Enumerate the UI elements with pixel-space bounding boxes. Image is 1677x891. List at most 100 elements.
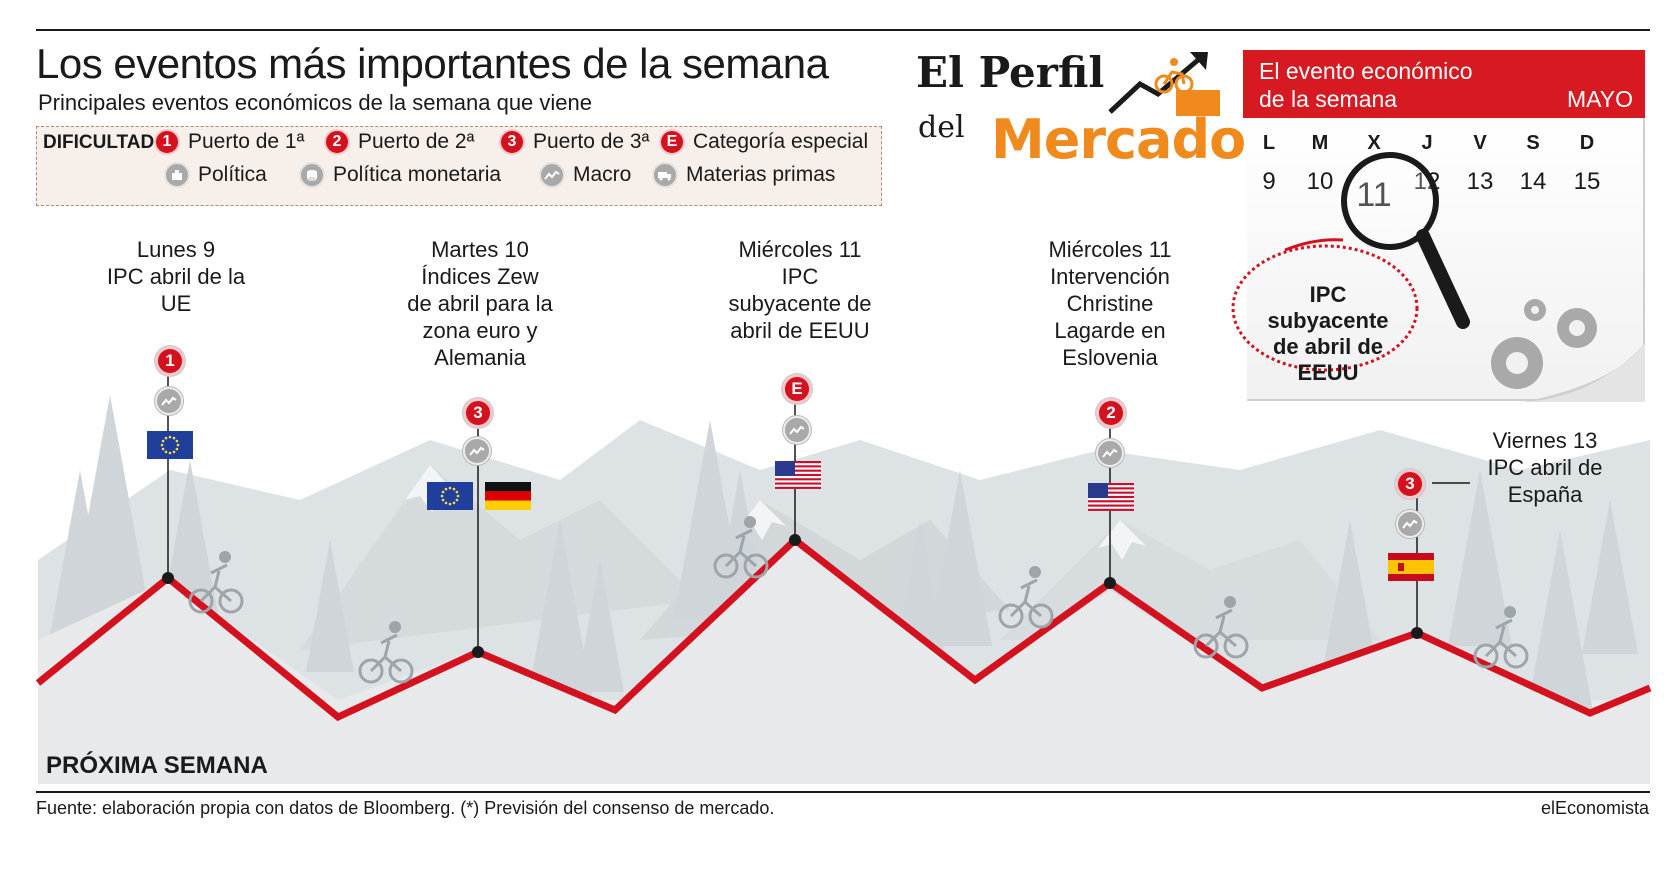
- badge-3-icon: 3: [499, 129, 525, 155]
- weekday-label: D: [1579, 132, 1595, 154]
- eu-star: [164, 436, 168, 440]
- event-label-line: Viernes 13: [1492, 428, 1598, 453]
- peak-dot: [472, 646, 484, 658]
- legend-label: Puerto de 1ª: [188, 130, 305, 153]
- weekday-label: M: [1311, 132, 1329, 154]
- source-note: Fuente: elaboración propia con datos de …: [36, 798, 775, 818]
- legend-item-puerto-1: 1 Puerto de 1ª: [154, 129, 304, 155]
- rider-head: [1029, 566, 1041, 578]
- event-label-line: Martes 10: [431, 237, 529, 262]
- section-label: PRÓXIMA SEMANA: [46, 752, 268, 779]
- event-label-martes: Martes 10 Índices Zew de abril para la zona…: [395, 236, 565, 371]
- mountain-backdrop: [38, 395, 1650, 784]
- event-label-line: España: [1507, 482, 1583, 507]
- event-label-line: Intervención: [1050, 264, 1170, 289]
- legend-item-macro: Macro: [539, 162, 631, 188]
- pine-tree: [1524, 530, 1596, 728]
- pine-tree: [48, 470, 112, 646]
- calendar-header-line-2: de la semana: [1259, 86, 1398, 112]
- event-label-line: subyacente de: [728, 291, 872, 316]
- event-label-line: IPC abril de: [1487, 455, 1603, 480]
- us-stripe: [775, 461, 821, 464]
- us-stripe: [1088, 491, 1134, 494]
- usa-flag-icon: [775, 461, 821, 489]
- bike-frame: [1204, 608, 1237, 648]
- spain-flag-icon: [1388, 553, 1434, 581]
- event-label-line: Alemania: [434, 345, 526, 370]
- event-label-line: UE: [160, 291, 192, 316]
- cyclist-icon: [188, 551, 244, 614]
- bike-wheel: [1028, 603, 1054, 629]
- us-stripe: [1088, 500, 1134, 503]
- calendar-header-line-1: El evento económico: [1259, 58, 1473, 84]
- legend-item-politica: Política: [164, 162, 267, 188]
- brand-name: elEconomista: [1540, 798, 1649, 818]
- eu-star: [160, 443, 164, 447]
- pine-tree: [576, 560, 624, 692]
- macro-icon: [1096, 439, 1124, 467]
- legend-item-puerto-3: 3 Puerto de 3ª: [499, 129, 649, 155]
- eu-flag-icon: [147, 431, 193, 459]
- legend-item-politica-monetaria: Política monetaria: [299, 162, 501, 188]
- pine-tree: [1582, 500, 1638, 654]
- weekday-label: X: [1367, 132, 1381, 154]
- logo-line-1: El Perfil: [916, 48, 1105, 97]
- gears-icon: [1491, 299, 1597, 389]
- difficulty-badge: 3: [1395, 469, 1425, 499]
- event-label-line: Miércoles 11: [1048, 237, 1172, 262]
- weekday-label: S: [1526, 132, 1540, 154]
- legend-label: Puerto de 3ª: [533, 130, 650, 153]
- legend-item-categoria-especial: E Categoría especial: [659, 129, 868, 155]
- cyclist-silhouettes: [188, 516, 1529, 684]
- difficulty-badge: 3: [463, 398, 493, 428]
- calendar-date: 13: [1466, 168, 1494, 195]
- difficulty-badge: 2: [1096, 398, 1126, 428]
- rider-head: [744, 516, 756, 528]
- pine-tree: [528, 520, 592, 696]
- highlight-circle-icon: [1231, 238, 1419, 372]
- commodities-icon: [652, 162, 678, 188]
- eu-star: [456, 494, 460, 498]
- cyclist-icon: [358, 621, 414, 684]
- eu-star: [168, 435, 172, 439]
- event-calendar: El evento económico de la semana MAYO L …: [1243, 50, 1648, 402]
- cyclist-icon: [1193, 596, 1249, 659]
- macro-icon: [539, 162, 565, 188]
- event-label-viernes: Viernes 13 IPC abril de España: [1470, 427, 1620, 508]
- bike-wheel: [713, 553, 739, 579]
- weekday-label: J: [1421, 132, 1433, 154]
- politics-icon: [164, 162, 190, 188]
- bottom-rule: [36, 791, 1650, 793]
- rider-head: [219, 551, 231, 563]
- event-label-line: zona euro y: [422, 318, 538, 343]
- legend-item-materias-primas: Materias primas: [652, 162, 835, 188]
- bike-wheel: [188, 588, 214, 614]
- badge-e-icon: E: [659, 129, 685, 155]
- legend-label: Puerto de 2ª: [358, 130, 475, 153]
- peak-dot: [1411, 627, 1423, 639]
- event-label-line: Lagarde en: [1054, 318, 1166, 343]
- cyclist-icon: [998, 566, 1054, 629]
- legend-difficulty-label: DIFICULTAD:: [43, 132, 161, 153]
- us-stripe: [1088, 504, 1134, 507]
- macro-icon: [1396, 510, 1424, 538]
- rider-head: [389, 621, 401, 633]
- eu-star: [448, 486, 452, 490]
- event-label-line: Índices Zew: [421, 264, 539, 289]
- bike-wheel: [388, 658, 414, 684]
- eu-star: [161, 439, 165, 443]
- legend-box: DIFICULTAD: 1 Puerto de 1ª 2 Puerto de 2…: [36, 126, 882, 206]
- eu-star: [164, 450, 168, 454]
- eu-star: [168, 451, 172, 455]
- eu-star: [455, 498, 459, 502]
- rider-head: [1224, 596, 1236, 608]
- us-stripe: [1088, 483, 1134, 486]
- eu-star: [440, 494, 444, 498]
- weekday-label: L: [1262, 132, 1276, 154]
- eu-star: [441, 490, 445, 494]
- eu-flag-icon: [427, 482, 473, 510]
- eu-star: [452, 501, 456, 505]
- cyclist-icon: [1473, 606, 1529, 669]
- calendar-highlight-note: IPC subyacente de abril de EEUU: [1267, 282, 1389, 385]
- calendar-date: 10: [1306, 168, 1334, 195]
